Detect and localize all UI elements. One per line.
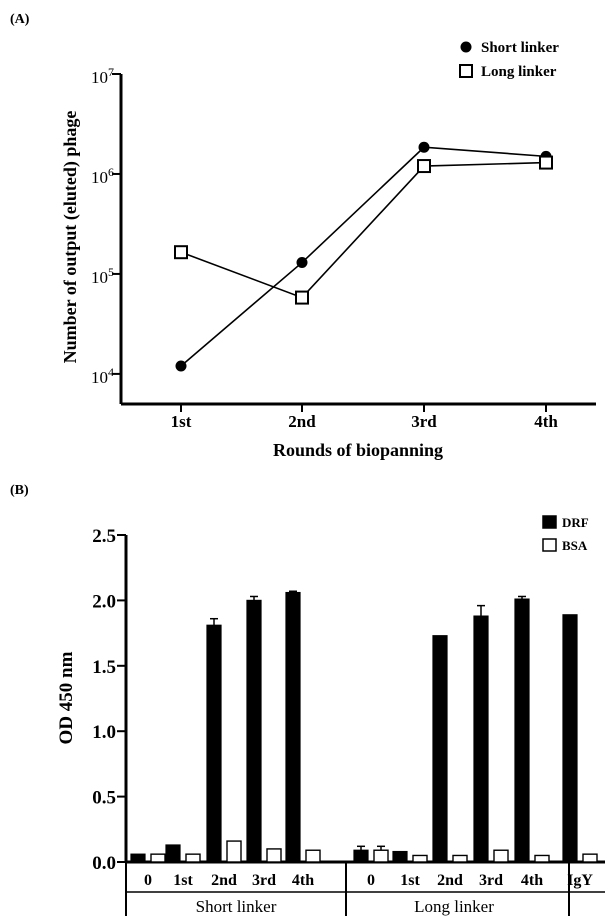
b-y-tick-label: 2.0: [92, 591, 116, 612]
b-group-label: Short linker: [196, 897, 277, 916]
b-y-tick-label: 1.0: [92, 722, 116, 743]
b-category-label: 4th: [521, 872, 543, 889]
b-legend-swatch-bsa: [542, 538, 557, 552]
a-x-tick-label: 3rd: [411, 412, 437, 431]
a-series-line: [180, 161, 547, 299]
b-bar-drf: [392, 850, 408, 863]
b-category-label: 2nd: [211, 872, 237, 889]
a-y-tick-base: 10: [91, 268, 108, 287]
b-group-label: Long linker: [414, 897, 494, 916]
a-point-short-linker: [296, 257, 308, 269]
a-y-tick-label: 107: [91, 65, 114, 87]
chart-b: 0.0 0.5 1.0 1.5 2.0 2.5 OD 450 nm 0 1st 2nd 3rd 4th…: [56, 515, 605, 916]
a-x-axis-title: Rounds of biopanning: [273, 440, 443, 460]
b-bar-drf: [432, 635, 448, 863]
b-category-label: 0: [367, 872, 375, 889]
a-point-long-linker: [417, 159, 431, 174]
b-y-axis-title: OD 450 nm: [56, 651, 77, 744]
b-category-label: 3rd: [479, 872, 503, 889]
panel-a-label: (A): [10, 12, 30, 27]
b-y-tick-label: 0.5: [92, 788, 116, 809]
b-y-tick-label: 2.5: [92, 526, 116, 547]
b-bar-drf: [473, 615, 489, 863]
a-y-tick-label: 105: [91, 265, 114, 287]
a-x-tick-label: 2nd: [288, 412, 316, 431]
b-category-label: 0: [144, 872, 152, 889]
b-legend-label: BSA: [562, 538, 588, 553]
b-category-label: IgY: [567, 872, 593, 889]
a-legend-marker-long: [459, 64, 473, 78]
b-category-label: 1st: [173, 872, 193, 889]
b-bar-bsa: [226, 840, 242, 863]
b-category-label: 3rd: [252, 872, 276, 889]
b-bar-bsa: [493, 849, 509, 863]
a-point-long-linker: [295, 290, 309, 305]
a-legend-marker-short: [460, 41, 472, 53]
a-series-line: [180, 146, 547, 367]
b-bar-bsa: [305, 849, 321, 863]
b-bar-drf: [514, 598, 530, 863]
b-y-tick-label: 0.0: [92, 853, 116, 874]
a-y-tick-exp: 6: [108, 165, 114, 179]
a-point-short-linker: [175, 360, 187, 372]
b-legend-label: DRF: [562, 515, 589, 530]
b-bar-drf: [353, 849, 369, 863]
b-category-label: 2nd: [437, 872, 463, 889]
a-y-tick-exp: 5: [108, 265, 114, 279]
b-bar-bsa: [412, 854, 428, 863]
b-bar-bsa: [150, 853, 166, 863]
b-bar-bsa: [534, 854, 550, 863]
b-bar-bsa: [373, 849, 389, 863]
a-y-tick-base: 10: [91, 68, 108, 87]
b-bar-bsa: [452, 854, 468, 863]
a-y-tick-exp: 7: [108, 65, 114, 79]
a-point-short-linker: [418, 141, 430, 153]
a-point-long-linker: [539, 155, 553, 170]
a-y-tick-base: 10: [91, 168, 108, 187]
a-y-tick-label: 104: [91, 365, 114, 387]
b-category-label: 1st: [400, 872, 420, 889]
a-y-tick-base: 10: [91, 368, 108, 387]
b-bar-drf: [165, 844, 181, 863]
b-bar-bsa: [185, 853, 201, 863]
b-bar-bsa: [582, 853, 598, 863]
a-y-axis-title: Number of output (eluted) phage: [60, 111, 81, 364]
b-bar-drf: [246, 599, 262, 863]
a-x-tick-label: 1st: [171, 412, 192, 431]
b-bar-bsa: [266, 848, 282, 863]
a-legend-label: Long linker: [481, 64, 557, 80]
b-bar-drf: [206, 624, 222, 863]
a-x-tick-label: 4th: [534, 412, 558, 431]
b-bar-drf: [285, 591, 301, 863]
b-legend-swatch-drf: [542, 515, 557, 529]
b-bar-drf: [130, 853, 146, 863]
panel-b-label: (B): [10, 483, 29, 498]
a-legend-label: Short linker: [481, 40, 559, 56]
b-category-label: 4th: [292, 872, 314, 889]
a-y-tick-exp: 4: [108, 365, 114, 379]
b-bar-drf: [562, 614, 578, 863]
a-point-long-linker: [174, 245, 188, 260]
a-y-tick-label: 106: [91, 165, 114, 187]
b-y-tick-label: 1.5: [92, 657, 116, 678]
